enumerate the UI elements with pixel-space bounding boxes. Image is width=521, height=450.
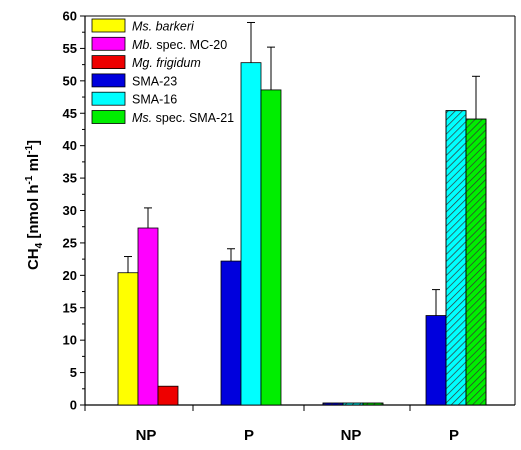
y-tick-label: 55 [63, 41, 77, 56]
y-axis-title-sup1: -1 [24, 175, 35, 184]
legend: Ms. barkeri Mb. spec. MC-20 Mg. frigidum SM… [91, 18, 234, 125]
y-tick-label: 35 [63, 171, 77, 186]
bar [240, 62, 262, 406]
bar [260, 89, 282, 406]
legend-swatch [91, 110, 126, 124]
legend-swatch [91, 73, 126, 88]
legend-entry: Ms. spec. SMA-21 [132, 111, 234, 125]
legend-entry-text: spec. SMA-21 [152, 111, 234, 125]
x-category-label: NP [136, 427, 157, 444]
y-tick-label: 20 [63, 268, 77, 283]
y-axis-title-unit-mid: ml [25, 154, 42, 176]
y-tick-label: 0 [70, 398, 77, 413]
bar [157, 385, 179, 406]
x-category-label: NP [341, 427, 362, 444]
x-category-label: P [244, 427, 254, 444]
bar-hatch [445, 110, 467, 406]
legend-swatch [91, 55, 126, 69]
legend-entry: SMA-16 [132, 93, 177, 107]
bar-hatch [342, 402, 364, 406]
x-category-label: P [449, 427, 459, 444]
y-tick-label: 15 [63, 300, 77, 315]
y-axis-title-sub: 4 [34, 242, 45, 248]
svg-text:CH4 [nmol h-1 ml-1]: CH4 [nmol h-1 ml-1] [24, 140, 45, 270]
y-tick-label: 10 [63, 333, 77, 348]
plot-area: 0 5 10 15 20 25 30 35 40 45 50 55 60 NP P NP P [63, 9, 516, 444]
bar [137, 227, 159, 406]
legend-entry: Ms. barkeri [132, 20, 195, 34]
legend-entry-text: SMA-16 [132, 93, 177, 107]
legend-swatch [91, 18, 126, 33]
bar [425, 315, 447, 406]
y-tick-label: 50 [63, 73, 77, 88]
bar [220, 260, 242, 406]
y-tick-label: 60 [63, 9, 77, 24]
y-tick-label: 30 [63, 203, 77, 218]
y-axis-title-unit-post: ] [25, 140, 42, 145]
legend-entry-italic: Ms. [132, 111, 152, 125]
y-axis-title-main: CH [25, 248, 42, 270]
y-axis-title-sup2: -1 [24, 145, 35, 154]
bar-hatch [322, 402, 344, 406]
y-tick-label: 45 [63, 106, 77, 121]
legend-swatch [91, 36, 126, 51]
legend-entry: SMA-23 [132, 74, 177, 88]
y-tick-label: 5 [70, 365, 77, 380]
y-axis-title: CH4 [nmol h-1 ml-1] [24, 140, 45, 270]
legend-entry: Mg. frigidum [132, 56, 201, 70]
y-axis-title-unit-pre: [nmol h [25, 184, 42, 242]
y-tick-label: 25 [63, 235, 77, 250]
bar [117, 272, 139, 406]
legend-entry-text: spec. MC-20 [153, 38, 227, 52]
legend-swatch [91, 91, 126, 106]
legend-entry: Mb. spec. MC-20 [132, 38, 227, 52]
legend-entry-italic: Mb. [132, 38, 153, 52]
bar-hatch [465, 118, 487, 406]
legend-entry-text: SMA-23 [132, 74, 177, 88]
y-tick-label: 40 [63, 138, 77, 153]
bar-hatch [362, 402, 384, 406]
